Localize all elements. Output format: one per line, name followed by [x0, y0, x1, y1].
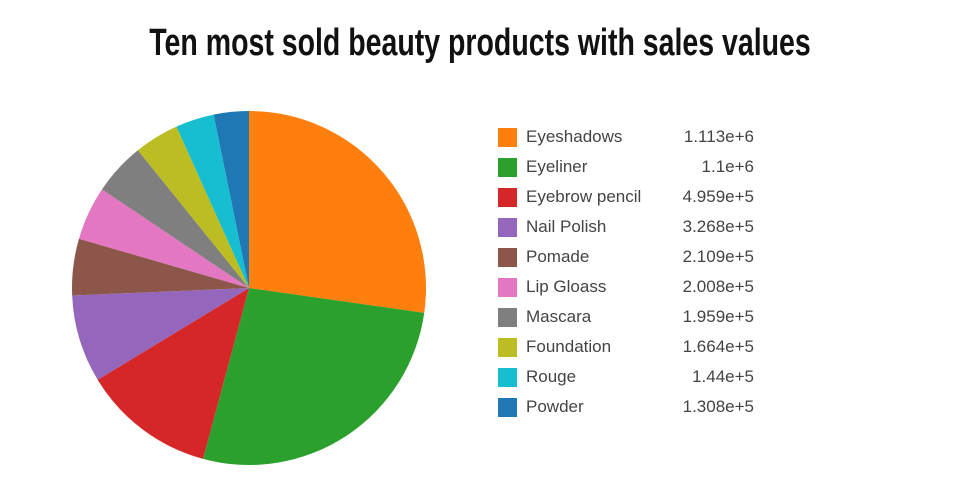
- legend-value: 2.008e+5: [682, 277, 754, 296]
- pie-slice[interactable]: [203, 288, 425, 466]
- legend-value: 1.44e+5: [692, 367, 754, 386]
- legend-label: Eyeshadows: [526, 127, 623, 146]
- pie-slice[interactable]: [78, 189, 249, 288]
- legend-value: 1.308e+5: [682, 397, 754, 416]
- pie-slice[interactable]: [72, 288, 249, 380]
- legend-swatch: [498, 367, 517, 387]
- legend-item[interactable]: Powder 1.308e+5: [498, 392, 754, 422]
- legend: Eyeshadows 1.113e+6 Eyeliner 1.1e+6 Eyebrow …: [498, 122, 754, 422]
- legend-swatch: [498, 247, 517, 267]
- pie-slice[interactable]: [213, 111, 249, 288]
- legend-item[interactable]: Nail Polish 3.268e+5: [498, 212, 754, 242]
- legend-label: Nail Polish: [526, 217, 607, 236]
- legend-label: Eyebrow pencil: [526, 187, 642, 206]
- legend-label: Powder: [526, 397, 584, 416]
- legend-swatch: [498, 277, 517, 297]
- legend-label: Eyeliner: [526, 157, 588, 176]
- legend-item[interactable]: Eyeliner 1.1e+6: [498, 152, 754, 182]
- legend-value: 4.959e+5: [682, 187, 754, 206]
- legend-swatch: [498, 337, 517, 357]
- pie-slice[interactable]: [102, 150, 249, 288]
- legend-swatch: [498, 187, 517, 207]
- legend-swatch: [498, 217, 517, 237]
- legend-swatch: [498, 397, 517, 417]
- legend-value: 1.113e+6: [683, 127, 754, 146]
- legend-label: Pomade: [526, 247, 590, 266]
- legend-value: 3.268e+5: [682, 217, 754, 236]
- legend-item[interactable]: Rouge 1.44e+5: [498, 362, 754, 392]
- pie-slice[interactable]: [176, 114, 249, 288]
- legend-value: 1.1e+6: [701, 157, 754, 176]
- legend-item[interactable]: Eyebrow pencil 4.959e+5: [498, 182, 754, 212]
- legend-swatch: [498, 157, 517, 177]
- legend-value: 2.109e+5: [682, 247, 754, 266]
- legend-label: Mascara: [526, 307, 592, 326]
- pie-slice[interactable]: [137, 126, 249, 288]
- pie-slice[interactable]: [97, 288, 249, 459]
- chart-title: Ten most sold beauty products with sales…: [149, 22, 811, 64]
- legend-item[interactable]: Foundation 1.664e+5: [498, 332, 754, 362]
- legend-item[interactable]: Eyeshadows 1.113e+6: [498, 122, 754, 152]
- legend-label: Foundation: [526, 337, 612, 356]
- legend-value: 1.959e+5: [682, 307, 754, 326]
- legend-item[interactable]: Mascara 1.959e+5: [498, 302, 754, 332]
- legend-item[interactable]: Pomade 2.109e+5: [498, 242, 754, 272]
- legend-swatch: [498, 307, 517, 327]
- legend-label: Lip Gloass: [526, 277, 607, 296]
- pie-slice[interactable]: [249, 111, 427, 313]
- legend-label: Rouge: [526, 367, 577, 386]
- legend-value: 1.664e+5: [682, 337, 754, 356]
- legend-item[interactable]: Lip Gloass 2.008e+5: [498, 272, 754, 302]
- legend-swatch: [498, 127, 517, 147]
- pie-slice[interactable]: [71, 238, 249, 296]
